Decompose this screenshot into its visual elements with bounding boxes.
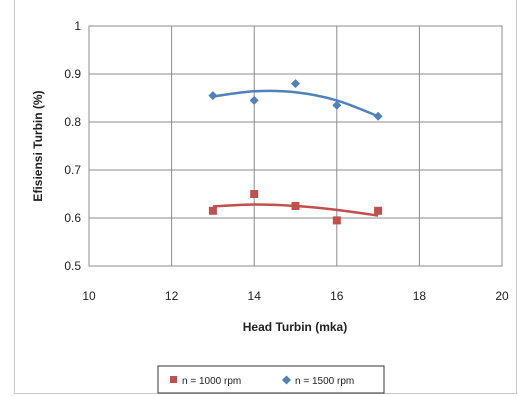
y-tick-label: 1 [74, 19, 81, 33]
data-points [208, 79, 383, 225]
x-tick-labels: 10 12 14 16 18 20 [82, 289, 509, 303]
point-series-1 [291, 202, 300, 210]
y-axis-title: Efisiensi Turbin (%) [31, 90, 45, 201]
legend-marker-series-1 [170, 376, 177, 383]
x-tick-label: 14 [248, 289, 262, 303]
point-series-1 [250, 190, 259, 198]
y-tick-label: 0.5 [64, 259, 81, 273]
legend-box [157, 365, 385, 394]
x-tick-label: 10 [82, 289, 96, 303]
point-series-2 [208, 91, 218, 101]
y-tick-label: 0.7 [64, 163, 81, 177]
x-tick-label: 20 [495, 289, 509, 303]
gridlines [88, 25, 503, 267]
point-series-2 [249, 95, 259, 105]
point-series-2 [373, 111, 383, 121]
y-tick-label: 0.6 [64, 211, 81, 225]
x-tick-label: 18 [413, 289, 427, 303]
point-series-1 [332, 216, 341, 225]
point-series-2 [291, 79, 300, 89]
point-series-1 [374, 206, 383, 215]
legend-label-series-2: n = 1500 rpm [295, 376, 354, 387]
legend-marker-series-2 [282, 375, 291, 385]
y-tick-labels: 0.5 0.6 0.7 0.8 0.9 1 [64, 19, 81, 273]
legend: n = 1000 rpm n = 1500 rpm [157, 365, 385, 394]
y-tick-label: 0.9 [64, 67, 81, 81]
x-axis-title: Head Turbin (mka) [243, 320, 347, 334]
point-series-2 [332, 100, 342, 110]
x-tick-label: 16 [330, 289, 344, 303]
x-tick-label: 12 [165, 289, 179, 303]
trend-line-series-2 [212, 89, 379, 118]
point-series-1 [208, 206, 217, 215]
y-tick-label: 0.8 [64, 115, 81, 129]
legend-label-series-1: n = 1000 rpm [182, 376, 241, 387]
plot-area [88, 25, 503, 267]
